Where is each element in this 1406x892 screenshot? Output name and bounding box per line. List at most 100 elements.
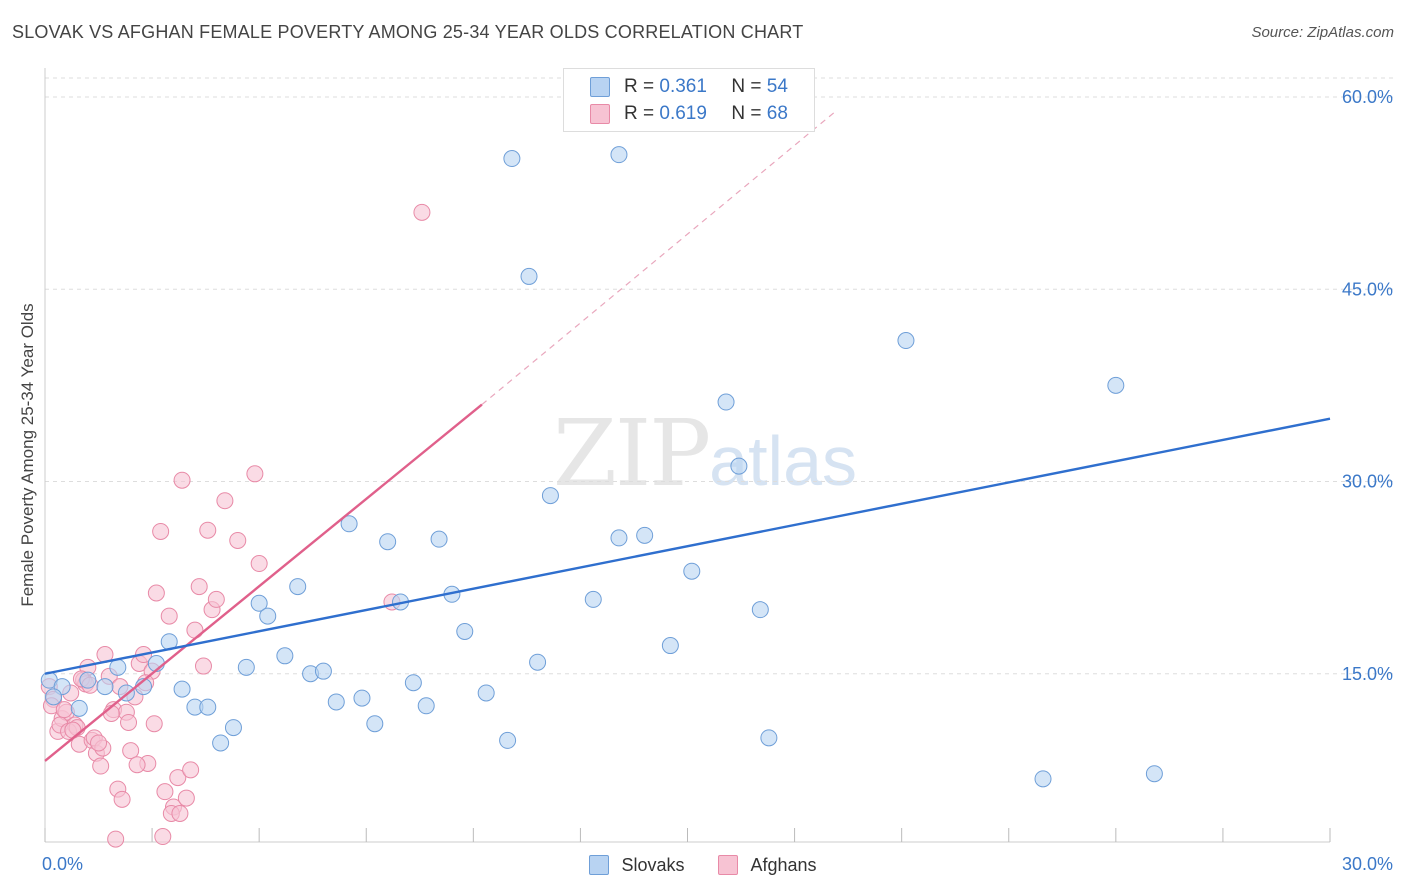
afghan-point bbox=[128, 756, 146, 774]
slovak-point bbox=[70, 699, 88, 717]
slovak-point bbox=[751, 601, 769, 619]
slovaks-swatch bbox=[590, 77, 610, 97]
legend-row-slovaks: R = 0.361 N = 54 bbox=[590, 76, 788, 98]
afghan-point bbox=[92, 757, 110, 775]
slovak-point bbox=[289, 578, 307, 596]
afghan-point bbox=[413, 203, 431, 221]
y-tick-label: 45.0% bbox=[1342, 279, 1393, 299]
afghan-point bbox=[182, 761, 200, 779]
afghan-point bbox=[194, 657, 212, 675]
slovak-point bbox=[79, 671, 97, 689]
slovak-point bbox=[173, 680, 191, 698]
afghans-trend-extension bbox=[481, 109, 838, 406]
slovak-point bbox=[477, 684, 495, 702]
afghans-r-value: 0.619 bbox=[659, 103, 707, 124]
n-label: N = bbox=[731, 76, 762, 97]
afghan-point bbox=[199, 521, 217, 539]
slovak-point bbox=[353, 689, 371, 707]
slovak-point bbox=[212, 734, 230, 752]
slovak-point bbox=[529, 653, 547, 671]
afghan-point bbox=[186, 621, 204, 639]
afghan-point bbox=[64, 721, 82, 739]
slovak-point bbox=[636, 526, 654, 544]
y-axis-label: Female Poverty Among 25-34 Year Olds bbox=[18, 303, 37, 607]
watermark-zip: ZIP bbox=[553, 400, 711, 507]
slovak-point bbox=[259, 607, 277, 625]
slovak-point bbox=[661, 637, 679, 655]
afghan-point bbox=[250, 555, 268, 573]
afghan-point bbox=[147, 584, 165, 602]
afghan-point bbox=[156, 783, 174, 801]
slovak-point bbox=[541, 487, 559, 505]
afghans-legend-swatch bbox=[718, 855, 739, 875]
legend-item-slovaks[interactable]: Slovaks bbox=[589, 852, 684, 878]
slovak-point bbox=[417, 697, 435, 715]
x-tick-label: 30.0% bbox=[1342, 854, 1393, 874]
afghan-point bbox=[207, 590, 225, 608]
afghan-point bbox=[229, 531, 247, 549]
slovak-point bbox=[584, 590, 602, 608]
slovak-point bbox=[456, 622, 474, 640]
afghan-point bbox=[122, 742, 140, 760]
slovak-point bbox=[683, 562, 701, 580]
slovak-point bbox=[366, 715, 384, 733]
slovak-point bbox=[404, 674, 422, 692]
y-tick-label: 30.0% bbox=[1342, 472, 1393, 492]
afghan-point bbox=[120, 713, 138, 731]
slovak-point bbox=[96, 678, 114, 696]
slovak-point bbox=[327, 693, 345, 711]
slovak-point bbox=[897, 332, 915, 350]
afghan-point bbox=[152, 522, 170, 540]
afghan-point bbox=[190, 578, 208, 596]
correlation-legend: R = 0.361 N = 54 R = 0.619 N = 68 bbox=[563, 68, 815, 132]
afghans-swatch bbox=[590, 104, 610, 124]
x-tick-label: 0.0% bbox=[42, 854, 83, 874]
slovak-point bbox=[1107, 376, 1125, 394]
slovaks-trend-line bbox=[44, 417, 1331, 675]
slovak-point bbox=[760, 729, 778, 747]
slovak-point bbox=[503, 150, 521, 168]
afghans-legend-label: Afghans bbox=[750, 854, 817, 875]
slovak-point bbox=[314, 662, 332, 680]
slovak-point bbox=[610, 146, 628, 164]
slovak-point bbox=[340, 515, 358, 533]
r-label: R = bbox=[624, 76, 655, 97]
afghan-point bbox=[171, 804, 189, 822]
slovaks-r-value: 0.361 bbox=[659, 76, 707, 97]
y-tick-label: 15.0% bbox=[1342, 664, 1393, 684]
slovaks-legend-label: Slovaks bbox=[621, 854, 685, 875]
slovak-point bbox=[45, 688, 63, 706]
afghan-point bbox=[169, 769, 187, 787]
afghan-point bbox=[113, 790, 131, 808]
slovak-point bbox=[276, 647, 294, 665]
series-legend: Slovaks Afghans bbox=[0, 852, 1406, 878]
slovak-point bbox=[520, 267, 538, 285]
r-label: R = bbox=[624, 103, 655, 124]
afghan-point bbox=[216, 492, 234, 510]
watermark: ZIPatlas bbox=[553, 400, 857, 507]
slovak-point bbox=[224, 719, 242, 737]
afghan-point bbox=[90, 734, 108, 752]
afghan-point bbox=[173, 471, 191, 489]
slovak-point bbox=[237, 658, 255, 676]
afghan-point bbox=[160, 607, 178, 625]
slovak-point bbox=[430, 530, 448, 548]
slovak-point bbox=[730, 457, 748, 475]
afghan-point bbox=[246, 465, 264, 483]
slovaks-legend-swatch bbox=[589, 855, 610, 875]
slovak-point bbox=[1034, 770, 1052, 788]
afghan-point bbox=[145, 715, 163, 733]
afghans-n-value: 68 bbox=[766, 103, 788, 124]
n-label: N = bbox=[731, 103, 762, 124]
chart-title: SLOVAK VS AFGHAN FEMALE POVERTY AMONG 25… bbox=[12, 22, 804, 42]
slovak-point bbox=[250, 594, 268, 612]
source-label: Source: ZipAtlas.com bbox=[1251, 24, 1394, 41]
legend-item-afghans[interactable]: Afghans bbox=[718, 852, 817, 878]
slovak-point bbox=[199, 698, 217, 716]
afghans-trend-line bbox=[44, 403, 483, 762]
slovak-point bbox=[610, 529, 628, 547]
slovak-point bbox=[499, 731, 517, 749]
afghan-point bbox=[55, 701, 73, 719]
afghan-point bbox=[107, 830, 125, 848]
